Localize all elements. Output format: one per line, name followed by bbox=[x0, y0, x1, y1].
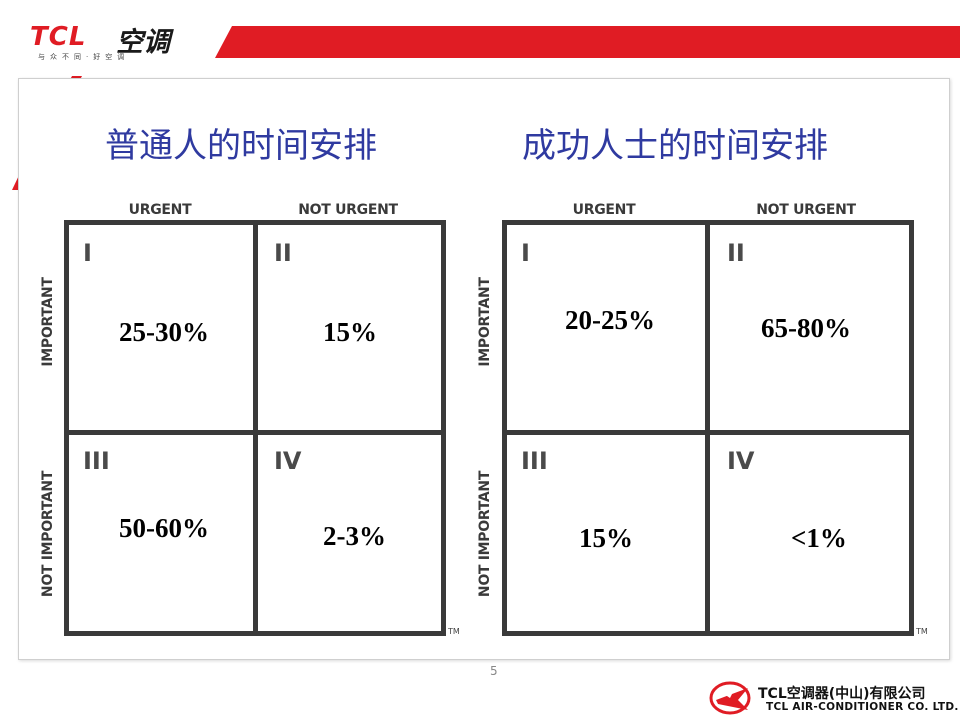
quadrant-value: 15% bbox=[579, 523, 633, 553]
footer-company-en: TCL AIR-CONDITIONER CO. LTD. bbox=[766, 701, 959, 713]
quadrant-value: 65-80% bbox=[761, 313, 851, 343]
quadrant-value: 50-60% bbox=[119, 513, 209, 543]
quadrant-number: IV bbox=[727, 447, 755, 475]
right-row-label-important: IMPORTANT bbox=[477, 277, 493, 367]
tcl-logo: TCL 空调 与众不同·好空调 bbox=[30, 22, 220, 66]
left-col-label-not-urgent: NOT URGENT bbox=[298, 202, 398, 218]
grid-divider-horizontal bbox=[507, 430, 909, 435]
left-matrix-title: 普通人的时间安排 bbox=[105, 126, 377, 166]
quadrant-value: 20-25% bbox=[565, 305, 655, 335]
trademark-mark: TM bbox=[916, 627, 928, 636]
left-matrix-grid: I 25-30% II 15% III 50-60% IV 2-3% bbox=[64, 220, 446, 636]
logo-brand: TCL bbox=[30, 22, 87, 52]
quadrant-value: 15% bbox=[323, 317, 377, 347]
quadrant-number: II bbox=[274, 239, 292, 267]
page-number: 5 bbox=[490, 664, 498, 678]
quadrant-value: 2-3% bbox=[323, 521, 386, 551]
right-col-label-not-urgent: NOT URGENT bbox=[756, 202, 856, 218]
left-row-label-not-important: NOT IMPORTANT bbox=[40, 470, 56, 598]
quadrant-number: I bbox=[521, 239, 530, 267]
quadrant-number: IV bbox=[274, 447, 302, 475]
left-row-label-important: IMPORTANT bbox=[40, 277, 56, 367]
header-red-band bbox=[215, 26, 960, 58]
right-row-label-not-important: NOT IMPORTANT bbox=[477, 470, 493, 598]
trademark-mark: TM bbox=[448, 627, 460, 636]
quadrant-value: 25-30% bbox=[119, 317, 209, 347]
logo-product: 空调 bbox=[116, 27, 170, 58]
quadrant-number: III bbox=[521, 447, 548, 475]
quadrant-number: I bbox=[83, 239, 92, 267]
left-col-label-urgent: URGENT bbox=[128, 202, 192, 218]
footer-company-cn: TCL空调器(中山)有限公司 bbox=[758, 686, 926, 702]
quadrant-value: <1% bbox=[791, 523, 847, 553]
grid-divider-horizontal bbox=[69, 430, 441, 435]
footer-company-logo: TCL空调器(中山)有限公司 TCL AIR-CONDITIONER CO. L… bbox=[708, 680, 958, 716]
grid-divider-vertical bbox=[705, 225, 710, 631]
logo-tagline: 与众不同·好空调 bbox=[38, 53, 130, 61]
right-col-label-urgent: URGENT bbox=[572, 202, 636, 218]
grid-divider-vertical bbox=[253, 225, 258, 631]
right-matrix-title: 成功人士的时间安排 bbox=[522, 126, 828, 166]
tcl-emblem-icon bbox=[709, 681, 751, 715]
right-matrix-grid: I 20-25% II 65-80% III 15% IV <1% bbox=[502, 220, 914, 636]
quadrant-number: III bbox=[83, 447, 110, 475]
quadrant-number: II bbox=[727, 239, 745, 267]
